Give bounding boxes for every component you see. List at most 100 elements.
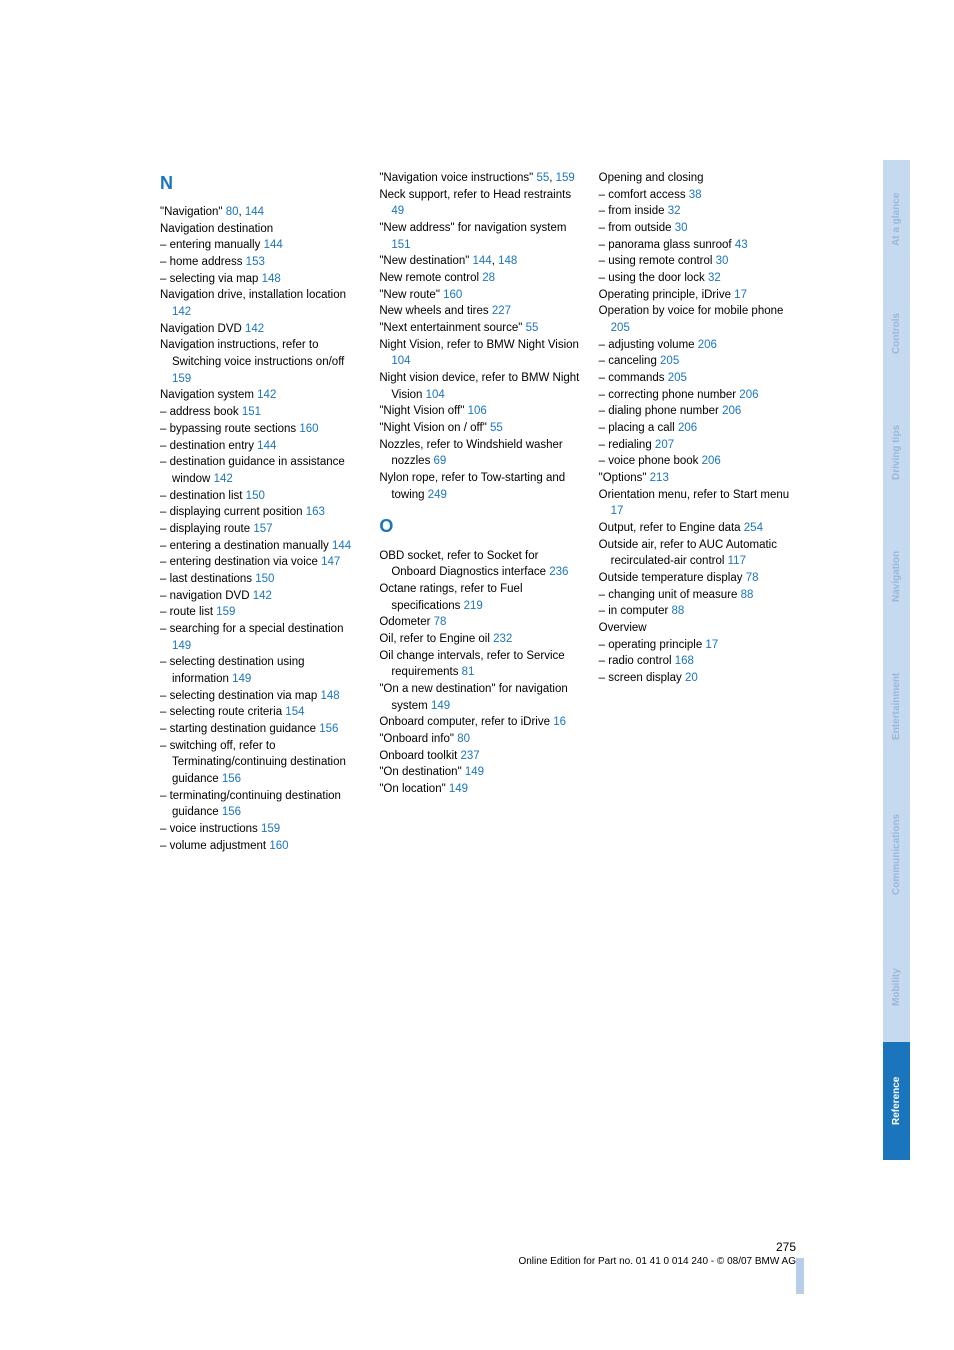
- section-tab[interactable]: Entertainment: [883, 636, 910, 776]
- page-reference-link[interactable]: 159: [261, 823, 280, 835]
- page-reference-link[interactable]: 78: [434, 616, 447, 628]
- page-reference-link[interactable]: 144: [264, 239, 283, 251]
- page-reference-link[interactable]: 88: [672, 605, 685, 617]
- page-reference-link[interactable]: 168: [675, 655, 694, 667]
- page-reference-link[interactable]: 149: [232, 673, 251, 685]
- page-reference-link[interactable]: 227: [492, 305, 511, 317]
- page-reference-link[interactable]: 232: [493, 633, 512, 645]
- page-reference-link[interactable]: 147: [321, 556, 340, 568]
- page-reference-link[interactable]: 237: [461, 750, 480, 762]
- page-reference-link[interactable]: 106: [468, 405, 487, 417]
- page-reference-link[interactable]: 142: [172, 306, 191, 318]
- page-reference-link[interactable]: 207: [655, 439, 674, 451]
- index-entry-text: – dialing phone number: [599, 405, 722, 417]
- page-reference-link[interactable]: 55: [526, 322, 539, 334]
- page-reference-link[interactable]: 154: [285, 706, 304, 718]
- section-tab[interactable]: Navigation: [883, 516, 910, 636]
- page-reference-link[interactable]: 151: [391, 239, 410, 251]
- page-reference-link[interactable]: 159: [556, 172, 575, 184]
- page-reference-link[interactable]: 150: [246, 490, 265, 502]
- page-reference-link[interactable]: 213: [650, 472, 669, 484]
- page-reference-link[interactable]: 160: [269, 840, 288, 852]
- page-reference-link[interactable]: 144: [257, 440, 276, 452]
- section-tab[interactable]: Communications: [883, 776, 910, 932]
- page-reference-link[interactable]: 206: [678, 422, 697, 434]
- index-entry: – voice instructions 159: [160, 821, 361, 838]
- page-reference-link[interactable]: 206: [698, 339, 717, 351]
- index-entry-text: Octane ratings, refer to Fuel specificat…: [379, 583, 522, 612]
- section-tab[interactable]: Driving tips: [883, 388, 910, 516]
- page-reference-link[interactable]: 142: [214, 473, 233, 485]
- page-reference-link[interactable]: 30: [675, 222, 688, 234]
- page-reference-link[interactable]: 144: [332, 540, 351, 552]
- page-reference-link[interactable]: 81: [462, 666, 475, 678]
- page-reference-link[interactable]: 150: [255, 573, 274, 585]
- page-reference-link[interactable]: 142: [253, 590, 272, 602]
- page-reference-link[interactable]: 159: [172, 373, 191, 385]
- page-reference-link[interactable]: 206: [739, 389, 758, 401]
- page-reference-link[interactable]: 142: [245, 323, 264, 335]
- page-reference-link[interactable]: 163: [306, 506, 325, 518]
- page-reference-link[interactable]: 38: [689, 189, 702, 201]
- page-reference-link[interactable]: 117: [728, 555, 746, 567]
- page-reference-link[interactable]: 104: [391, 355, 410, 367]
- page-reference-link[interactable]: 32: [708, 272, 721, 284]
- page-reference-link[interactable]: 205: [668, 372, 687, 384]
- index-entry-text: – from outside: [599, 222, 675, 234]
- section-tab[interactable]: Reference: [883, 1042, 910, 1160]
- page-reference-link[interactable]: 55: [536, 172, 549, 184]
- page-reference-link[interactable]: 156: [222, 773, 241, 785]
- page-reference-link[interactable]: 17: [611, 505, 624, 517]
- page-reference-link[interactable]: 104: [426, 389, 445, 401]
- page-reference-link[interactable]: 149: [172, 640, 191, 652]
- page-reference-link[interactable]: 160: [299, 423, 318, 435]
- page-reference-link[interactable]: 32: [668, 205, 681, 217]
- page-reference-link[interactable]: 69: [434, 455, 447, 467]
- page-reference-link[interactable]: 206: [722, 405, 741, 417]
- page-reference-link[interactable]: 16: [553, 716, 566, 728]
- page-reference-link[interactable]: 49: [391, 205, 404, 217]
- page-reference-link[interactable]: 206: [702, 455, 721, 467]
- page-reference-link[interactable]: 148: [320, 690, 339, 702]
- page-reference-link[interactable]: 149: [465, 766, 484, 778]
- page-reference-link[interactable]: 17: [705, 639, 718, 651]
- index-entry: – displaying route 157: [160, 521, 361, 538]
- section-tab[interactable]: At a glance: [883, 160, 910, 278]
- page-reference-link[interactable]: 144: [245, 206, 264, 218]
- page-reference-link[interactable]: 142: [257, 389, 276, 401]
- page-reference-link[interactable]: 156: [222, 806, 241, 818]
- page-reference-link[interactable]: 55: [490, 422, 503, 434]
- page-reference-link[interactable]: 149: [431, 700, 450, 712]
- page-reference-link[interactable]: 153: [246, 256, 265, 268]
- page-reference-link[interactable]: 20: [685, 672, 698, 684]
- page-reference-link[interactable]: 144: [473, 255, 492, 267]
- page-reference-link[interactable]: 17: [734, 289, 747, 301]
- page-reference-link[interactable]: 254: [744, 522, 763, 534]
- page-reference-link[interactable]: 159: [216, 606, 235, 618]
- page-reference-link[interactable]: 80: [457, 733, 470, 745]
- index-entry: – volume adjustment 160: [160, 838, 361, 855]
- page-reference-link[interactable]: 148: [498, 255, 517, 267]
- page-reference-link[interactable]: 43: [735, 239, 748, 251]
- section-tab[interactable]: Mobility: [883, 932, 910, 1042]
- section-tab[interactable]: Controls: [883, 278, 910, 388]
- index-entry-text: – radio control: [599, 655, 675, 667]
- page-reference-link[interactable]: 157: [253, 523, 272, 535]
- page-reference-link[interactable]: 78: [746, 572, 759, 584]
- page-reference-link[interactable]: 30: [716, 255, 729, 267]
- page-reference-link[interactable]: 160: [443, 289, 462, 301]
- page-reference-link[interactable]: 88: [741, 589, 754, 601]
- page-reference-link[interactable]: 205: [611, 322, 630, 334]
- page-reference-link[interactable]: 205: [660, 355, 679, 367]
- page-reference-link[interactable]: 236: [549, 566, 568, 578]
- page-reference-link[interactable]: 149: [449, 783, 468, 795]
- page-reference-link[interactable]: 249: [428, 489, 447, 501]
- page-reference-link[interactable]: 156: [319, 723, 338, 735]
- page-reference-link[interactable]: 80: [226, 206, 239, 218]
- page-reference-link[interactable]: 28: [482, 272, 495, 284]
- page-reference-link[interactable]: 151: [242, 406, 261, 418]
- index-column-1: N"Navigation" 80, 144Navigation destinat…: [160, 170, 361, 854]
- page-reference-link[interactable]: 219: [464, 600, 483, 612]
- page-reference-link[interactable]: 148: [262, 273, 281, 285]
- index-entry: – searching for a special destination 14…: [160, 621, 361, 654]
